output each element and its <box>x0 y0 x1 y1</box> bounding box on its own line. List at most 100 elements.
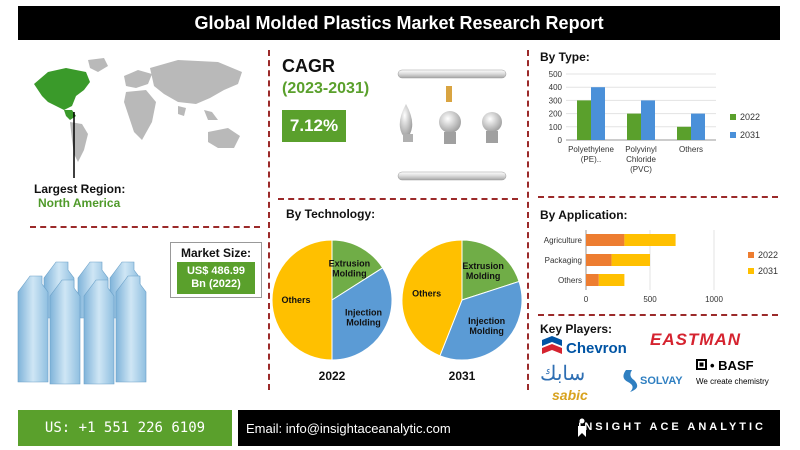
app-bar-segment <box>598 274 625 286</box>
type-bar <box>641 100 655 140</box>
type-category-label: Chloride <box>626 155 656 164</box>
type-ytick: 300 <box>549 96 563 105</box>
app-legend-swatch <box>748 252 754 258</box>
pie-slice-label-line: Extrusion <box>462 261 504 271</box>
pie-slice-label-line: Others <box>412 288 441 298</box>
divider-left-section <box>30 226 260 228</box>
largest-region-label: Largest Region: <box>34 182 126 196</box>
pie-slice-label-line: Extrusion <box>329 258 371 268</box>
type-ytick: 500 <box>549 70 563 79</box>
pie-year-label: 2031 <box>449 369 476 383</box>
app-category-label: Packaging <box>545 256 582 265</box>
pie-slice-label-line: Molding <box>469 326 504 336</box>
by-application-chart: 0 500 1000 Agriculture Packaging Others 2022 20… <box>544 230 778 304</box>
solvay-logo-text: SOLVAY <box>640 375 683 387</box>
chevron-logo-text: Chevron <box>566 340 627 357</box>
pie-slice-label: Others <box>281 295 310 305</box>
eastman-logo: EASTMAN <box>650 330 742 349</box>
app-bar-segment <box>586 274 599 286</box>
pie-slice <box>331 267 393 361</box>
report-title: Global Molded Plastics Market Research R… <box>18 6 780 40</box>
type-legend-label: 2022 <box>740 112 760 122</box>
divider-left <box>268 50 270 390</box>
pie-slice <box>271 239 333 361</box>
plastic-bottles-image <box>17 261 147 385</box>
cagr-value: 7.12% <box>282 110 346 142</box>
app-bar-segment <box>586 254 612 266</box>
solvay-logo: SOLVAY <box>623 370 683 392</box>
type-bar <box>577 100 591 140</box>
app-bar-segment <box>624 234 676 246</box>
market-size-value-line2: Bn (2022) <box>191 278 241 290</box>
type-ytick: 0 <box>558 136 563 145</box>
market-size-value-line1: US$ 486.99 <box>186 265 246 277</box>
basf-tagline: We create chemistry <box>696 377 769 386</box>
app-xtick: 0 <box>584 295 589 304</box>
app-legend-label: 2022 <box>758 250 778 260</box>
type-category-label: Others <box>679 145 703 154</box>
type-legend-swatch <box>730 114 736 120</box>
app-xtick: 500 <box>643 295 657 304</box>
type-ytick: 200 <box>549 110 563 119</box>
app-bar-segment <box>586 234 625 246</box>
pie-slice <box>401 239 463 357</box>
pie-slice-label: Extrusion Molding <box>462 261 504 281</box>
type-legend-label: 2031 <box>740 130 760 140</box>
app-bar-segment <box>611 254 650 266</box>
app-category-label: Agriculture <box>544 236 583 245</box>
basf-logo-text: • BASF <box>710 358 754 373</box>
pie-slice-label: Others <box>412 288 441 298</box>
footer-phone: US: +1 551 226 6109 <box>18 410 232 446</box>
pie-year-label: 2022 <box>319 369 346 383</box>
footer-email: Email: info@insightaceanalytic.com <box>246 420 451 436</box>
by-type-chart: 0 100 200 300 400 500 Polyethylene(PE).. Polyvi… <box>549 70 760 174</box>
chevron-logo: Chevron <box>542 336 627 357</box>
basf-logo: • BASF We create chemistry <box>696 358 769 386</box>
divider-right-top <box>538 196 778 198</box>
cagr-years: (2023-2031) <box>282 80 370 97</box>
sabic-logo: سابك sabic <box>540 363 588 403</box>
app-legend-label: 2031 <box>758 266 778 276</box>
app-xtick: 1000 <box>705 295 723 304</box>
market-size-box: Market Size: US$ 486.99 Bn (2022) <box>170 242 262 298</box>
pie-slice-label-line: Others <box>281 295 310 305</box>
type-bar <box>691 113 705 140</box>
type-legend-swatch <box>730 132 736 138</box>
sabic-latin-text: sabic <box>552 387 588 403</box>
footer-bar: Email: info@insightaceanalytic.com INSIG… <box>238 410 780 446</box>
largest-region-value: North America <box>38 196 121 210</box>
market-size-value: US$ 486.99 Bn (2022) <box>177 262 255 294</box>
key-players-title: Key Players: <box>540 322 613 336</box>
type-bar <box>677 126 691 140</box>
app-legend-swatch <box>748 268 754 274</box>
divider-right <box>527 50 529 390</box>
brand-logo-icon <box>578 418 586 437</box>
type-category-label: (PVC) <box>630 165 652 174</box>
cagr-title: CAGR <box>282 56 335 76</box>
lamps-image <box>397 69 507 181</box>
by-type-title: By Type: <box>540 50 590 64</box>
world-map-icon <box>34 58 242 178</box>
type-bar <box>627 113 641 140</box>
basf-name: BASF <box>718 358 753 373</box>
type-category-label: Polyethylene <box>568 145 614 154</box>
type-ytick: 400 <box>549 83 563 92</box>
pie-slice-label-line: Molding <box>332 268 367 278</box>
pie-slice <box>439 280 523 361</box>
pie-slice-label: Injection Molding <box>468 316 505 336</box>
pie-slice-label-line: Molding <box>346 317 381 327</box>
by-technology-title: By Technology: <box>286 207 376 221</box>
type-bar <box>591 87 605 140</box>
pie-slice <box>461 239 520 301</box>
basf-dash: • <box>710 358 718 373</box>
divider-center-section <box>278 198 518 200</box>
type-category-label: Polyvinyl <box>625 145 657 154</box>
pie-slice-label-line: Injection <box>468 316 505 326</box>
pie-slice-label: Extrusion Molding <box>329 258 371 278</box>
pie-slice-label-line: Injection <box>345 307 382 317</box>
pie-slice-label-line: Molding <box>466 271 501 281</box>
divider-right-mid <box>538 314 778 316</box>
type-ytick: 100 <box>549 123 563 132</box>
